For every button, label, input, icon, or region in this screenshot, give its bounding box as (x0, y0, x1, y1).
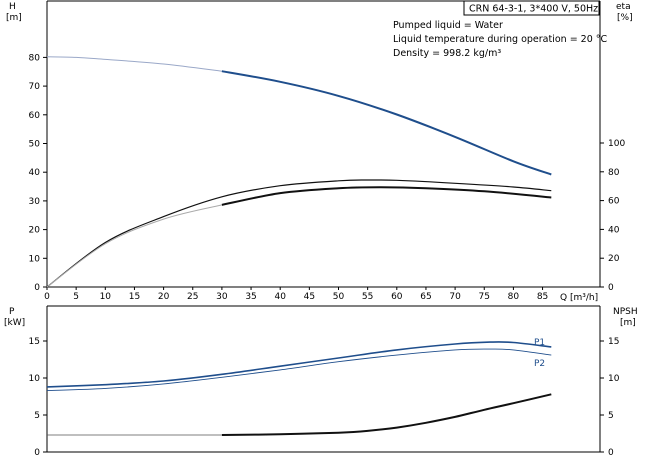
eta-tick-label: 20 (608, 254, 620, 264)
npsh-tick-label: 10 (608, 374, 620, 384)
h-tick-label: 30 (29, 197, 41, 207)
h-tick-label: 40 (29, 168, 41, 178)
annotation-density: Density = 998.2 kg/m³ (393, 48, 501, 59)
axis-unit-npsh: [m] (620, 318, 636, 328)
title-text: CRN 64-3-1, 3*400 V, 50Hz (469, 4, 598, 15)
x-tick-label: 45 (304, 292, 315, 302)
eta-tick-label: 0 (608, 283, 614, 293)
x-tick-label: 35 (245, 292, 256, 302)
x-tick-label: 0 (44, 292, 50, 302)
axis-unit-h: [m] (6, 13, 22, 23)
axis-label-q: Q [m³/h] (560, 293, 598, 303)
axis-label-h: H (9, 2, 16, 12)
h-tick-label: 70 (29, 82, 41, 92)
eta-tick-label: 100 (608, 139, 625, 149)
axis-unit-p: [kW] (4, 318, 25, 328)
series-label-p1: P1 (534, 338, 545, 348)
bottom-curve-1 (46, 348, 552, 392)
p-tick-label: 10 (29, 374, 41, 384)
eta-tick-label: 60 (608, 197, 620, 207)
h-tick-label: 60 (29, 111, 41, 121)
h-tick-label: 80 (29, 53, 41, 63)
title-box (463, 0, 600, 16)
h-tick-label: 20 (29, 226, 41, 236)
x-tick-label: 70 (449, 292, 461, 302)
npsh-tick-label: 5 (608, 411, 614, 421)
h-tick-label: 10 (29, 254, 41, 264)
x-tick-label: 25 (187, 292, 198, 302)
x-tick-label: 5 (73, 292, 79, 302)
x-tick-label: 85 (537, 292, 548, 302)
bottom-curve-2 (221, 393, 552, 436)
top-curve-4 (221, 186, 552, 206)
x-tick-label: 75 (479, 292, 490, 302)
axis-label-p: P (9, 307, 15, 317)
x-tick-label: 60 (391, 292, 403, 302)
x-tick-label: 30 (216, 292, 228, 302)
x-tick-label: 80 (508, 292, 520, 302)
top-curve-2 (46, 179, 552, 288)
npsh-tick-label: 0 (608, 448, 614, 458)
h-tick-label: 0 (34, 283, 40, 293)
series-label-p2: P2 (534, 359, 545, 369)
axis-unit-eta: [%] (617, 13, 633, 23)
curves-layer (46, 56, 552, 436)
x-tick-label: 65 (420, 292, 431, 302)
bottom-curve-0 (46, 341, 552, 388)
npsh-tick-label: 15 (608, 337, 619, 347)
x-tick-label: 10 (100, 292, 112, 302)
eta-tick-label: 80 (608, 168, 620, 178)
x-tick-label: 50 (333, 292, 345, 302)
ticks-layer: 0 5 10 15 20 25 30 35 40 45 50 55 60 65 70 75 80 85010203… (29, 53, 626, 458)
x-tick-label: 55 (362, 292, 373, 302)
eta-tick-label: 40 (608, 225, 620, 235)
x-tick-label: 40 (274, 292, 286, 302)
annotation-temperature: Liquid temperature during operation = 20… (393, 34, 608, 45)
axis-label-eta: eta (616, 2, 631, 12)
top-curve-1 (221, 70, 552, 176)
p-tick-label: 5 (34, 411, 40, 421)
top-curve-0 (46, 56, 222, 72)
axis-label-npsh: NPSH (613, 307, 638, 317)
p-tick-label: 0 (34, 448, 40, 458)
x-tick-label: 20 (158, 292, 170, 302)
top-curve-3 (46, 204, 223, 288)
h-tick-label: 50 (29, 140, 41, 150)
annotation-liquid: Pumped liquid = Water (393, 20, 503, 31)
p-tick-label: 15 (29, 337, 40, 347)
x-tick-label: 15 (129, 292, 140, 302)
